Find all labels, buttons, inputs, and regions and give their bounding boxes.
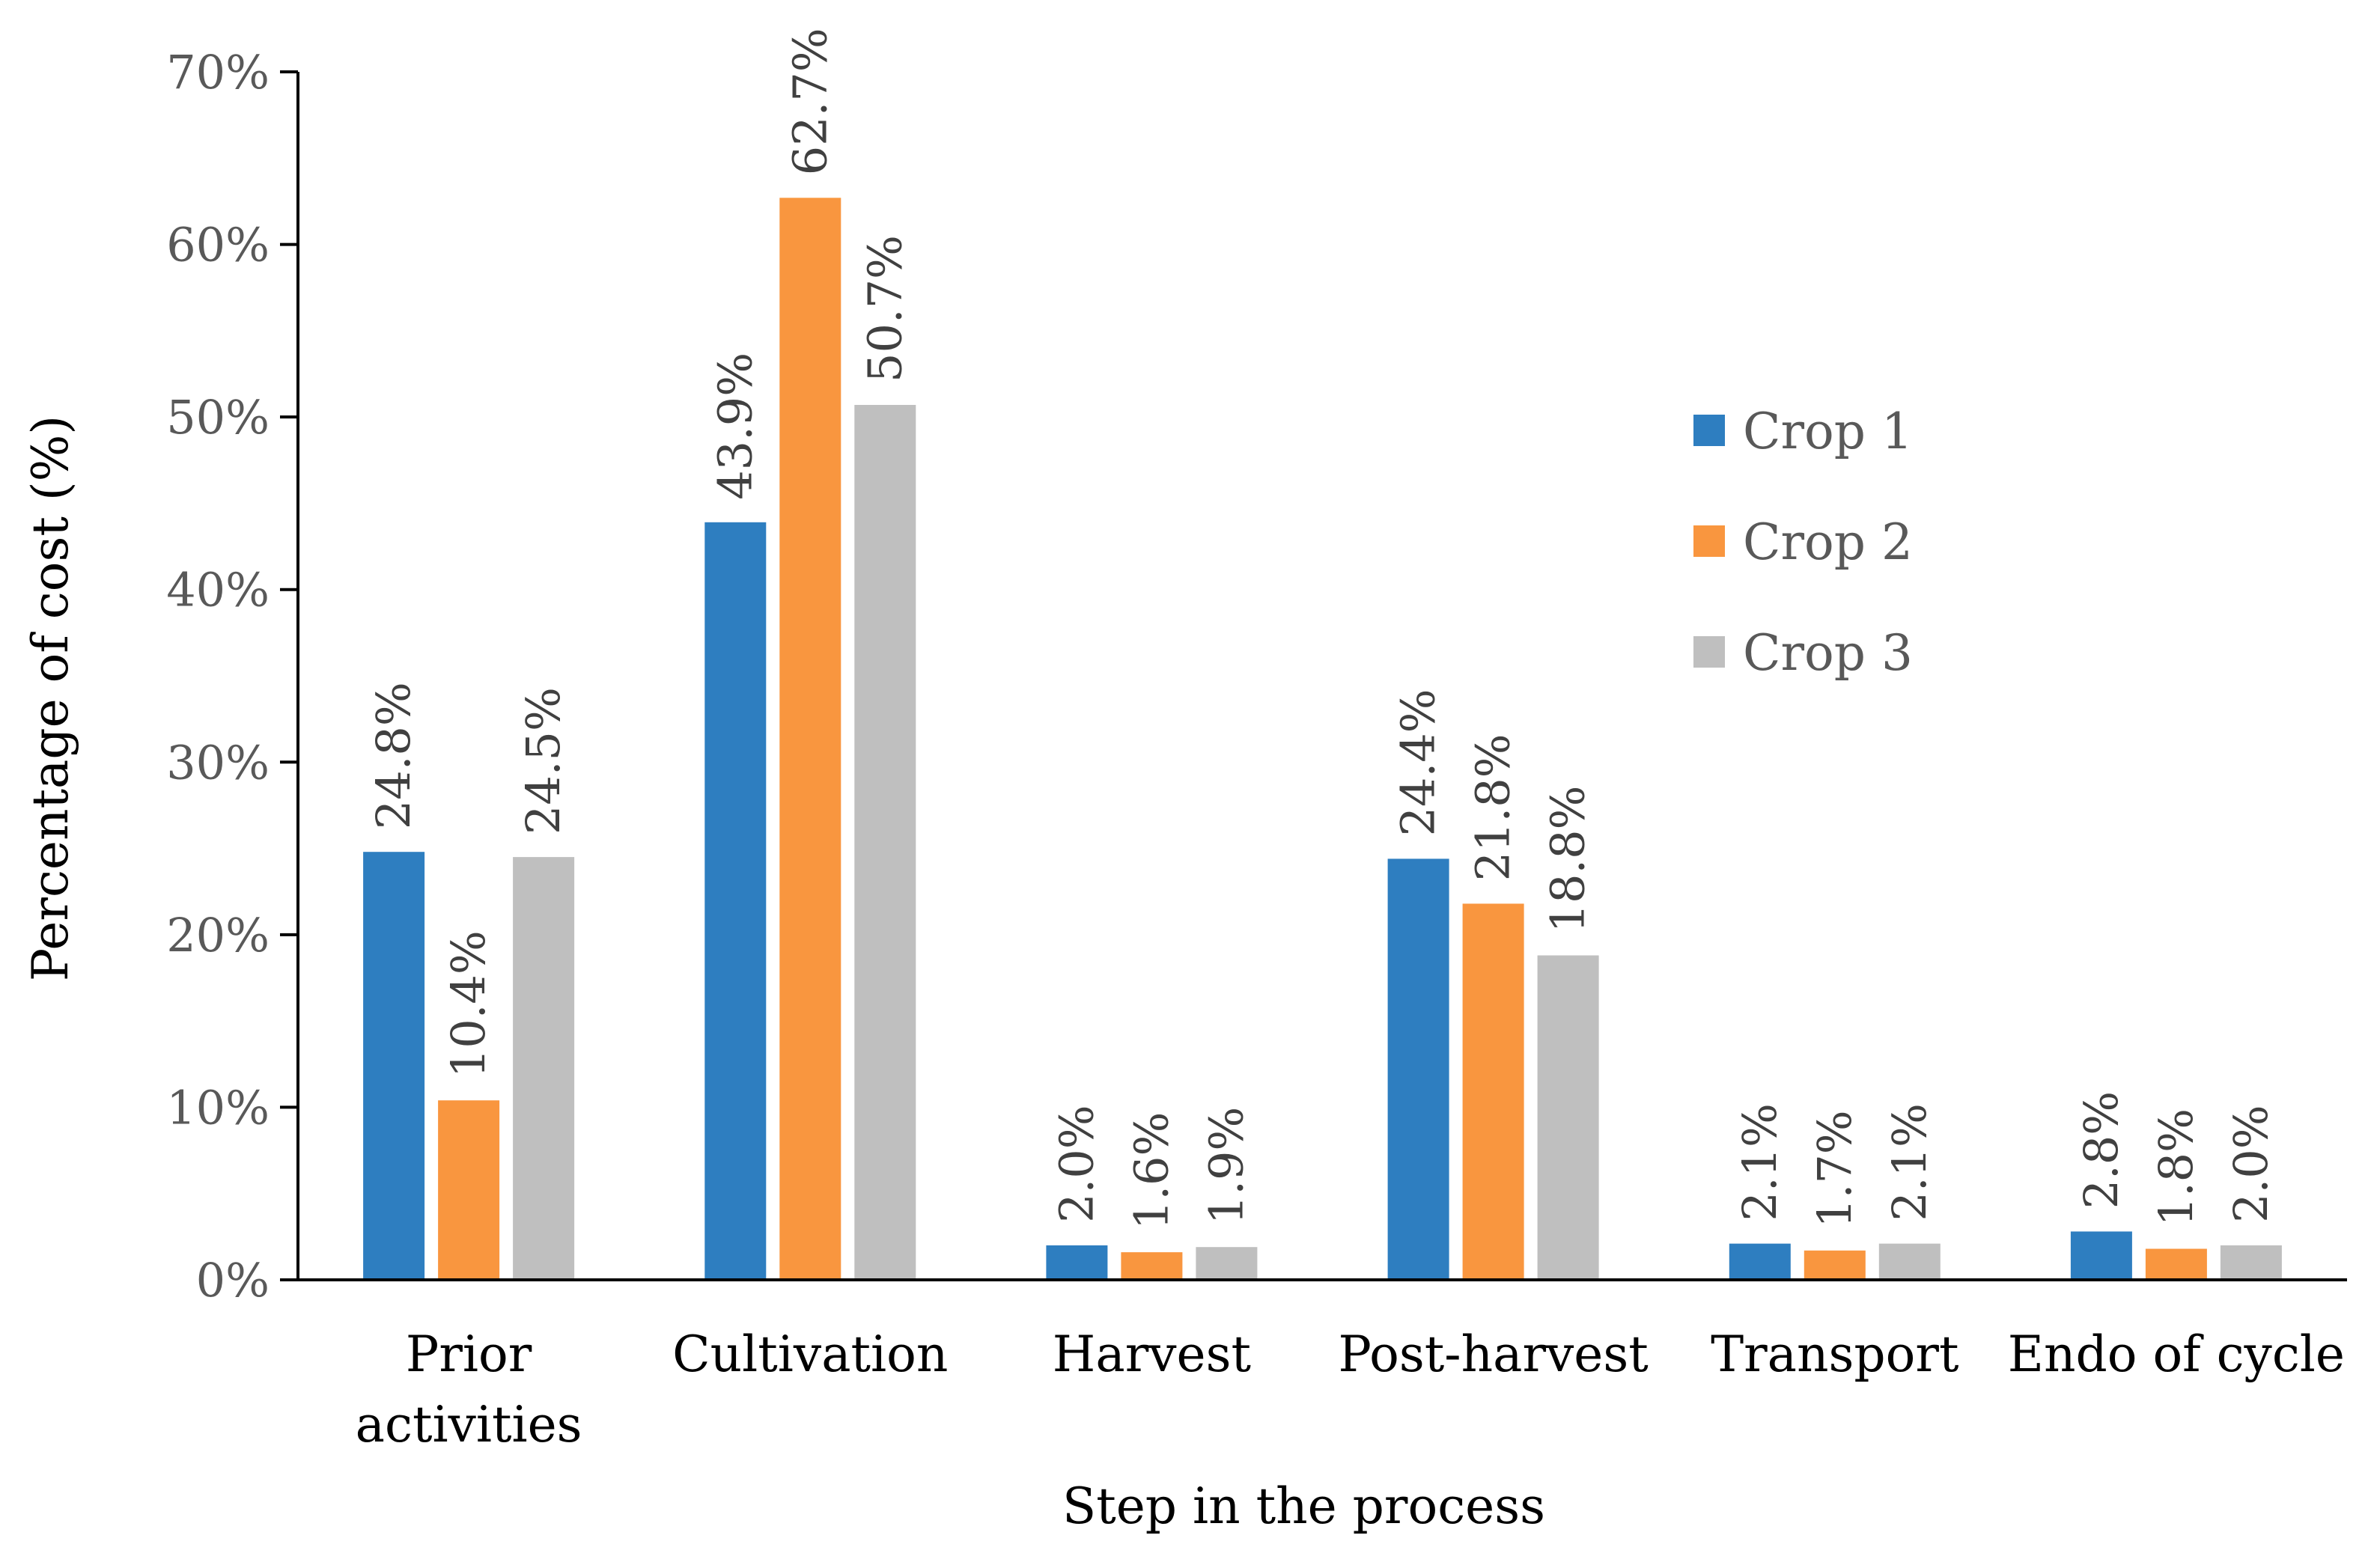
x-tick-label: Harvest bbox=[1053, 1326, 1251, 1383]
data-label: 2.1% bbox=[1732, 1103, 1787, 1221]
bar-crop-2-cat-3 bbox=[1462, 903, 1524, 1280]
data-label: 18.8% bbox=[1541, 786, 1595, 933]
legend: Crop 1 Crop 2 Crop 3 bbox=[1693, 403, 1913, 682]
y-tick-label: 70% bbox=[166, 45, 270, 100]
data-label: 24.8% bbox=[366, 682, 421, 829]
bar-crop-2-cat-1 bbox=[779, 198, 841, 1280]
bar-crop-2-cat-0 bbox=[438, 1100, 500, 1280]
data-label: 62.7% bbox=[782, 28, 837, 175]
data-label: 2.0% bbox=[1049, 1105, 1104, 1223]
data-label: 1.7% bbox=[1807, 1110, 1862, 1228]
bars-layer bbox=[363, 198, 2282, 1280]
bar-crop-1-cat-1 bbox=[704, 522, 767, 1280]
bar-crop-3-cat-5 bbox=[2220, 1245, 2282, 1280]
y-tick-label: 20% bbox=[166, 908, 270, 963]
x-tick-label: Transport bbox=[1711, 1326, 1958, 1383]
x-tick-label: Post-harvest bbox=[1338, 1326, 1648, 1383]
data-label: 21.8% bbox=[1466, 733, 1521, 881]
bar-crop-3-cat-4 bbox=[1878, 1243, 1941, 1280]
axes-layer: 0% 10% 20% 30% 40% 50% 60% 70% Step in the proce… bbox=[22, 45, 2347, 1535]
y-tick-label: 50% bbox=[166, 390, 270, 445]
bar-crop-1-cat-4 bbox=[1729, 1243, 1791, 1280]
data-label: 1.8% bbox=[2149, 1108, 2203, 1227]
bar-crop-3-cat-3 bbox=[1537, 955, 1599, 1280]
bar-crop-1-cat-5 bbox=[2070, 1231, 2132, 1280]
data-label: 2.0% bbox=[2224, 1105, 2278, 1223]
legend-label: Crop 2 bbox=[1743, 513, 1913, 571]
labels-layer: 24.8% 10.4% 24.5% Prior activities 43.9% 62.7%… bbox=[356, 28, 2345, 1453]
legend-swatch-crop-3 bbox=[1693, 636, 1725, 668]
data-label: 43.9% bbox=[707, 353, 762, 500]
bar-crop-3-cat-1 bbox=[854, 405, 916, 1280]
data-label: 1.6% bbox=[1124, 1112, 1178, 1230]
bar-crop-1-cat-3 bbox=[1387, 858, 1449, 1280]
legend-swatch-crop-1 bbox=[1693, 415, 1725, 446]
legend-swatch-crop-2 bbox=[1693, 525, 1725, 557]
data-label: 10.4% bbox=[441, 930, 496, 1078]
data-label: 2.8% bbox=[2074, 1091, 2128, 1209]
x-tick-label: activities bbox=[356, 1396, 582, 1453]
y-tick-label: 0% bbox=[196, 1253, 270, 1308]
y-tick-label: 60% bbox=[166, 218, 270, 272]
data-label: 24.4% bbox=[1391, 689, 1446, 836]
bar-crop-3-cat-2 bbox=[1196, 1247, 1258, 1280]
bar-crop-1-cat-0 bbox=[363, 852, 425, 1280]
legend-label: Crop 3 bbox=[1743, 624, 1913, 682]
bar-crop-2-cat-2 bbox=[1121, 1252, 1183, 1280]
data-label: 50.7% bbox=[857, 235, 912, 382]
legend-label: Crop 1 bbox=[1743, 403, 1913, 460]
y-tick-label: 10% bbox=[166, 1080, 270, 1135]
bar-crop-3-cat-0 bbox=[513, 857, 575, 1280]
x-tick-label: Prior bbox=[406, 1326, 532, 1383]
x-tick-label: Cultivation bbox=[672, 1326, 948, 1383]
x-tick-label: Endo of cycle bbox=[2008, 1326, 2345, 1383]
data-label: 2.1% bbox=[1882, 1103, 1937, 1221]
data-label: 24.5% bbox=[516, 687, 570, 835]
y-tick-label: 40% bbox=[166, 563, 270, 617]
bar-crop-2-cat-4 bbox=[1804, 1250, 1866, 1280]
y-tick-label: 30% bbox=[166, 735, 270, 790]
data-label: 1.9% bbox=[1199, 1107, 1253, 1225]
y-axis-title: Percentage of cost (%) bbox=[22, 415, 79, 981]
bar-crop-2-cat-5 bbox=[2145, 1248, 2207, 1280]
bar-crop-1-cat-2 bbox=[1046, 1245, 1108, 1280]
x-axis-title: Step in the process bbox=[1062, 1477, 1545, 1535]
